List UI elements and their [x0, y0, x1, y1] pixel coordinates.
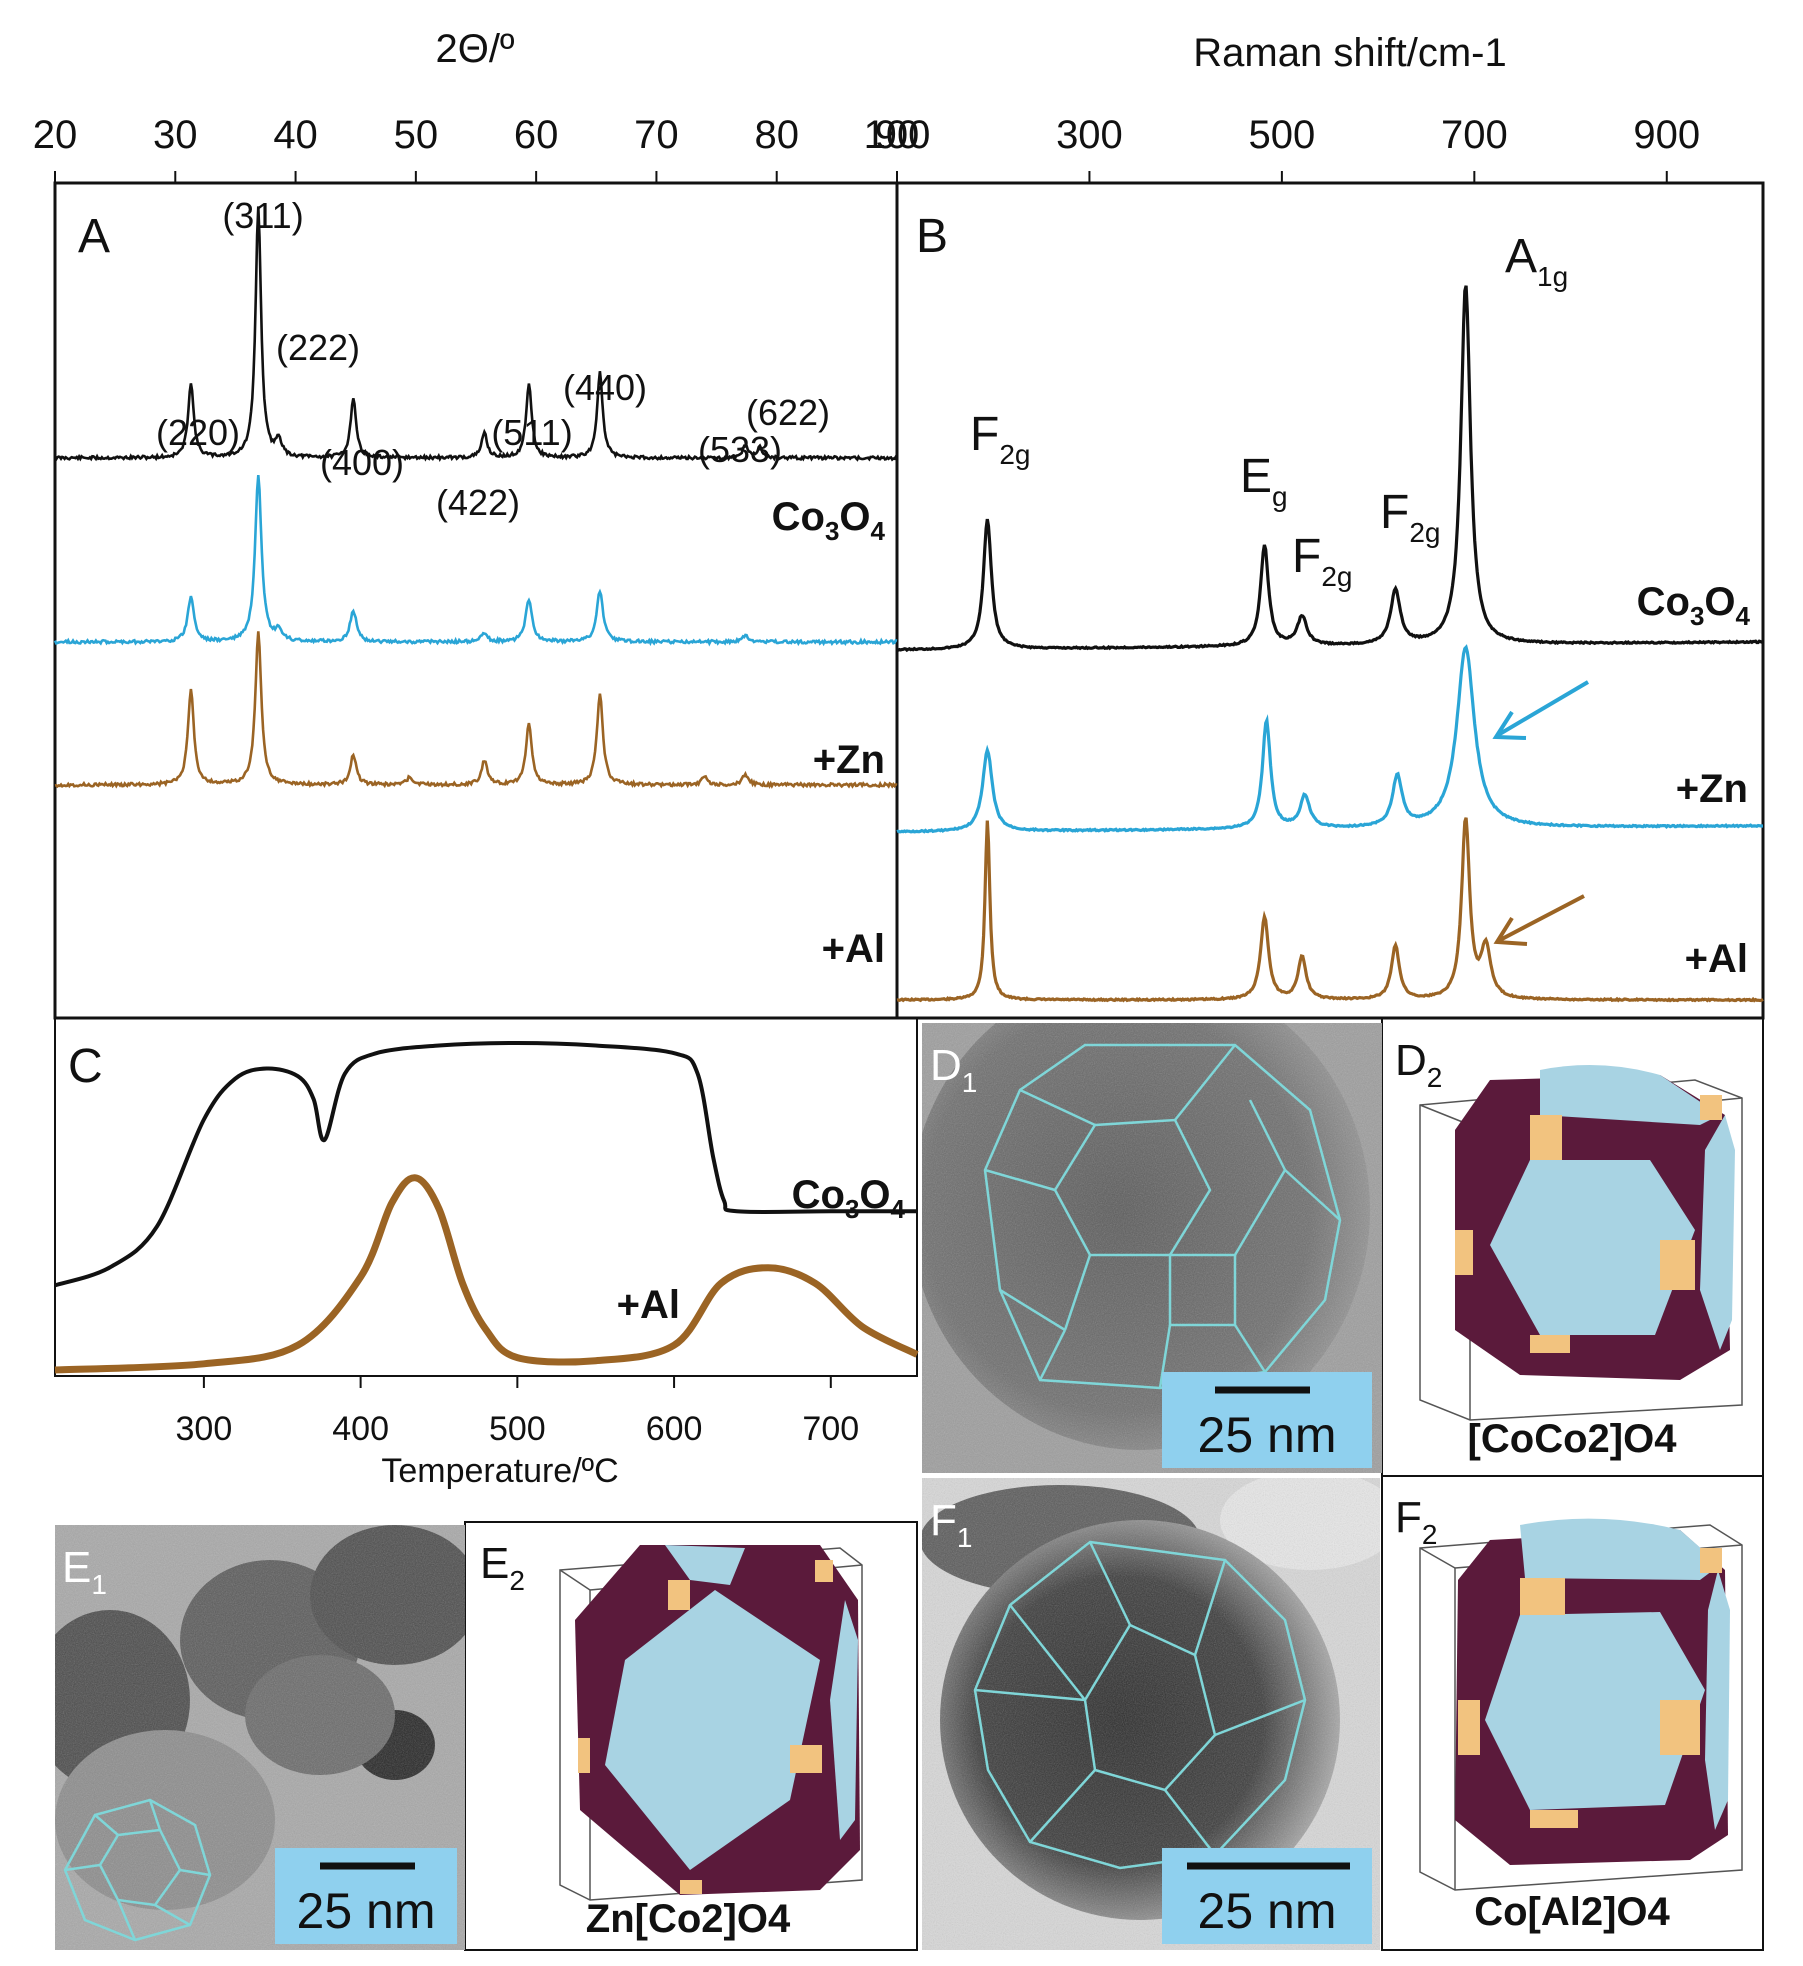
panel-e1-letter: E1 — [62, 1543, 107, 1600]
panel-a-tick-label: 60 — [514, 113, 559, 157]
panel-b-tick-label: 300 — [1056, 113, 1123, 157]
panel-f2-polyhedron — [1419, 1518, 1743, 1891]
panel-f1-tem-image — [922, 1478, 1380, 1950]
panel-b-xlabel: Raman shift/cm-1 — [1193, 31, 1506, 75]
panel-a-x-axis: 20 30 40 50 60 70 80 90 — [33, 113, 920, 183]
panel-c-x-axis: 300 400 500 600 700 — [176, 1376, 859, 1448]
panel-e1-scale-text: 25 nm — [297, 1883, 436, 1939]
panel-b-tick-label: 500 — [1249, 113, 1316, 157]
panel-d2-letter: D2 — [1395, 1036, 1442, 1093]
panel-b-mode-label: F2g — [970, 408, 1030, 470]
panel-b-tick-label: 100 — [864, 113, 931, 157]
panel-b-series — [896, 285, 1764, 1003]
panel-a-peak-label: (440) — [563, 367, 647, 408]
panel-c-letter: C — [68, 1040, 103, 1093]
panel-b-tick-label: 700 — [1441, 113, 1508, 157]
panel-a-peak-label: (533) — [698, 429, 782, 470]
panel-a-label-zn: +Zn — [813, 738, 885, 782]
panel-a-tick-label: 20 — [33, 113, 78, 157]
panel-a-peak-label: (422) — [436, 482, 520, 523]
panel-a-tick-label: 80 — [754, 113, 799, 157]
panel-a-peak-label: (400) — [320, 442, 404, 483]
panel-a-series — [53, 206, 899, 790]
panel-b-frame — [895, 181, 1765, 1020]
panel-a-tick-label: 40 — [273, 113, 318, 157]
panel-f1-scalebar: 25 nm — [1162, 1848, 1372, 1944]
panel-a-frame — [53, 181, 899, 1020]
panel-c-series — [54, 1040, 919, 1374]
panel-e1-scalebar: 25 nm — [275, 1848, 457, 1944]
panel-d1-letter: D1 — [930, 1041, 977, 1098]
panel-d2-polyhedron — [1419, 1065, 1743, 1421]
panel-b-label-co3o4: Co3O4 — [1637, 580, 1751, 631]
panel-b-letter: B — [916, 210, 948, 263]
panel-c-xlabel: Temperature/ºC — [381, 1452, 618, 1490]
panel-a-tick-label: 50 — [394, 113, 439, 157]
panel-b-mode-label: A1g — [1505, 230, 1568, 292]
panel-a-series-zn — [53, 474, 898, 647]
panel-c-frame — [54, 1017, 918, 1377]
panel-b-series-zn — [896, 644, 1763, 834]
panel-a-peak-label: (220) — [156, 412, 240, 453]
panel-c-label-al: +Al — [617, 1283, 680, 1327]
panel-b-label-zn: +Zn — [1676, 767, 1748, 811]
panel-c-series-co3o4 — [54, 1040, 917, 1288]
panel-b-mode-label: Eg — [1240, 450, 1288, 512]
panel-a-peak-label: (511) — [491, 412, 572, 453]
panel-a-series-al — [54, 631, 898, 790]
panel-a-series-co3o4 — [54, 206, 899, 462]
panel-b-series-co3o4 — [896, 285, 1764, 653]
panel-c-tick-label: 300 — [176, 1410, 233, 1448]
panel-d1-scalebar: 25 nm — [1162, 1372, 1372, 1468]
panel-b-label-al: +Al — [1685, 937, 1748, 981]
panel-e1-hexagon-overlay — [63, 1798, 212, 1942]
panel-b-series-al — [896, 817, 1764, 1003]
panel-a-peak-label: (311) — [222, 195, 303, 236]
panel-c-tick-label: 600 — [646, 1410, 703, 1448]
panel-f2-letter: F2 — [1395, 1493, 1437, 1550]
panel-f1-letter: F1 — [930, 1496, 972, 1553]
panel-c-tick-label: 500 — [489, 1410, 546, 1448]
panel-b-arrow-zn — [1492, 680, 1590, 740]
panel-d2-formula: [CoCo2]O4 — [1468, 1417, 1678, 1461]
panel-a-letter: A — [78, 210, 110, 263]
panel-b-tick-label: 900 — [1633, 113, 1700, 157]
panel-e2-polyhedron — [559, 1545, 863, 1901]
panel-c-tick-label: 700 — [802, 1410, 859, 1448]
panel-b-x-axis: 100 300 500 700 900 — [864, 113, 1700, 183]
panel-c-tick-label: 400 — [332, 1410, 389, 1448]
panel-c-series-al — [54, 1174, 919, 1374]
panel-a-label-al: +Al — [822, 927, 885, 971]
panel-f2-formula: Co[Al2]O4 — [1474, 1890, 1670, 1934]
panel-c-label-co3o4: Co3O4 — [792, 1173, 906, 1224]
panel-a-label-co3o4: Co3O4 — [772, 495, 886, 546]
panel-f2-frame — [1381, 1475, 1764, 1951]
panel-a-tick-label: 70 — [634, 113, 679, 157]
panel-a-xlabel: 2Θ/º — [435, 27, 514, 71]
panel-a-peak-labels: (220) (311) (222) (400) (422) (511)(440) (533)… — [156, 195, 830, 523]
panel-f1-scale-text: 25 nm — [1198, 1883, 1337, 1939]
panel-a-peak-label: (622) — [746, 392, 830, 433]
panel-e2-formula: Zn[Co2]O4 — [586, 1897, 791, 1941]
panel-b-mode-label: F2g — [1380, 486, 1440, 548]
panel-b-arrow-al — [1493, 894, 1585, 946]
panel-a-tick-label: 90 — [875, 113, 920, 157]
panel-d1-scale-text: 25 nm — [1198, 1407, 1337, 1463]
panel-b-mode-label: F2g — [1292, 530, 1352, 592]
panel-e2-letter: E2 — [480, 1539, 525, 1596]
panel-a-tick-label: 30 — [153, 113, 198, 157]
panel-a-peak-label: (222) — [276, 327, 360, 368]
panel-d1-tem-image — [922, 1023, 1382, 1473]
